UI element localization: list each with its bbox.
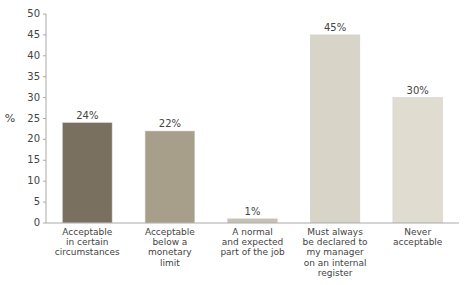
y-tick [43, 97, 46, 98]
y-axis-label: % [5, 112, 15, 125]
y-tick [43, 160, 46, 161]
data-label: 30% [407, 85, 429, 96]
y-tick [43, 181, 46, 182]
y-tick-label: 5 [34, 196, 40, 207]
y-tick [43, 34, 46, 35]
data-label: 24% [76, 110, 98, 121]
x-tick-label: Must alwaysbe declared tomy manageron an… [303, 227, 368, 278]
y-tick [43, 14, 46, 15]
y-tick [43, 76, 46, 77]
bar [310, 35, 360, 223]
y-tick [43, 118, 46, 119]
y-tick-label: 25 [27, 113, 40, 124]
y-tick [43, 55, 46, 56]
chart: 0 5 10 15 20 25 30 35 40 45 50% Acceptablein certai… [0, 0, 469, 285]
y-tick-label: 20 [27, 133, 40, 144]
data-label: 45% [324, 22, 346, 33]
y-tick-label: 40 [27, 50, 40, 61]
x-tick-label: Acceptablebelow amonetarylimit [145, 227, 195, 268]
y-tick-label: 30 [27, 92, 40, 103]
x-tick-label: Neveracceptable [393, 227, 443, 247]
chart-container: 0 5 10 15 20 25 30 35 40 45 50% Acceptablein certai… [0, 0, 469, 285]
y-tick-label: 0 [34, 217, 40, 228]
bars [63, 35, 443, 223]
y-tick-label: 45 [27, 29, 40, 40]
y-tick-label: 50 [27, 8, 40, 19]
y-tick [43, 139, 46, 140]
y-tick-label: 10 [27, 175, 40, 186]
bar [393, 98, 443, 223]
bar [228, 219, 278, 223]
x-axis-line [46, 223, 459, 224]
x-tick-label: A normaland expectedpart of the job [220, 227, 284, 257]
y-tick [43, 202, 46, 203]
y-tick-label: 35 [27, 71, 40, 82]
x-tick-label: Acceptablein certaincircumstances [55, 227, 120, 257]
bar [63, 123, 113, 223]
y-tick [43, 223, 46, 224]
y-tick-label: 15 [27, 154, 40, 165]
bar [145, 131, 195, 223]
x-ticks: Acceptablein certaincircumstances Accepta… [55, 227, 443, 278]
data-label: 1% [245, 206, 261, 217]
y-ticks: 0 5 10 15 20 25 30 35 40 45 50 [27, 8, 46, 228]
data-label: 22% [159, 118, 181, 129]
data-labels: 24% 22% 1% 45% 30% [76, 22, 429, 217]
